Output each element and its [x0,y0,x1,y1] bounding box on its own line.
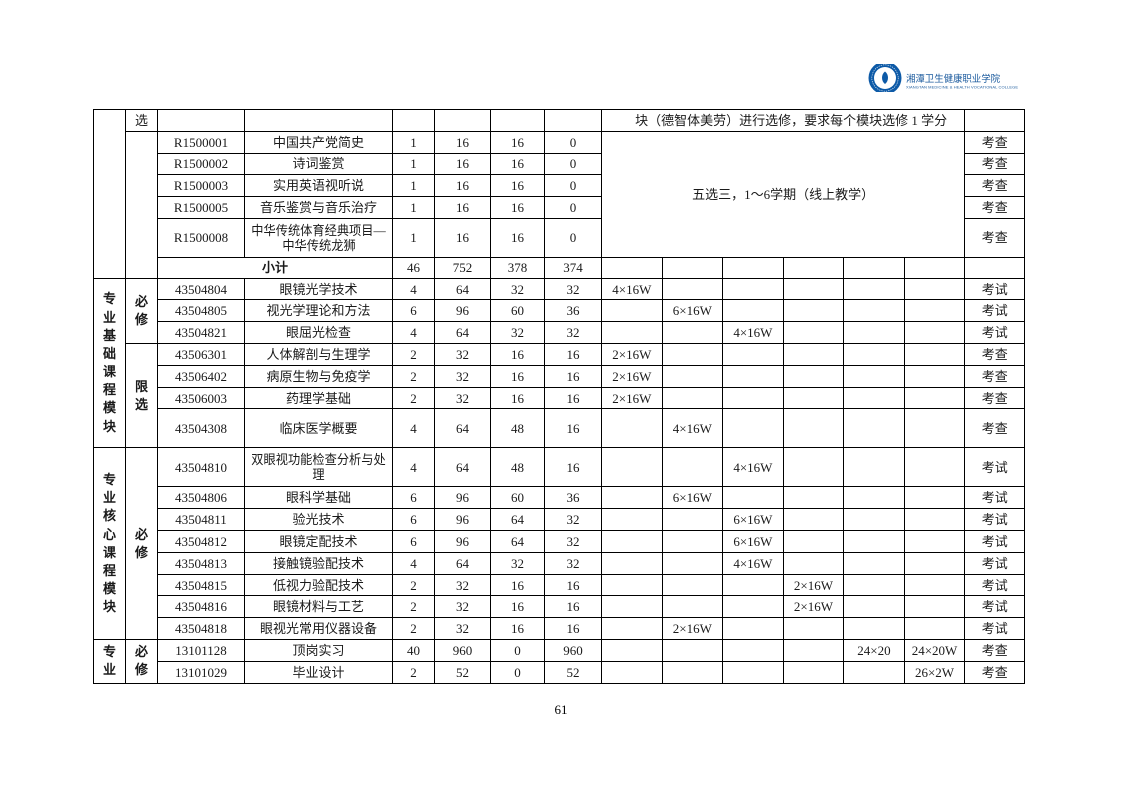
svg-text:XIANGTAN MEDICINE & HEALTH VOC: XIANGTAN MEDICINE & HEALTH VOCATIONAL CO… [906,85,1018,90]
svg-text:湘潭卫生健康职业学院: 湘潭卫生健康职业学院 [906,73,1001,85]
